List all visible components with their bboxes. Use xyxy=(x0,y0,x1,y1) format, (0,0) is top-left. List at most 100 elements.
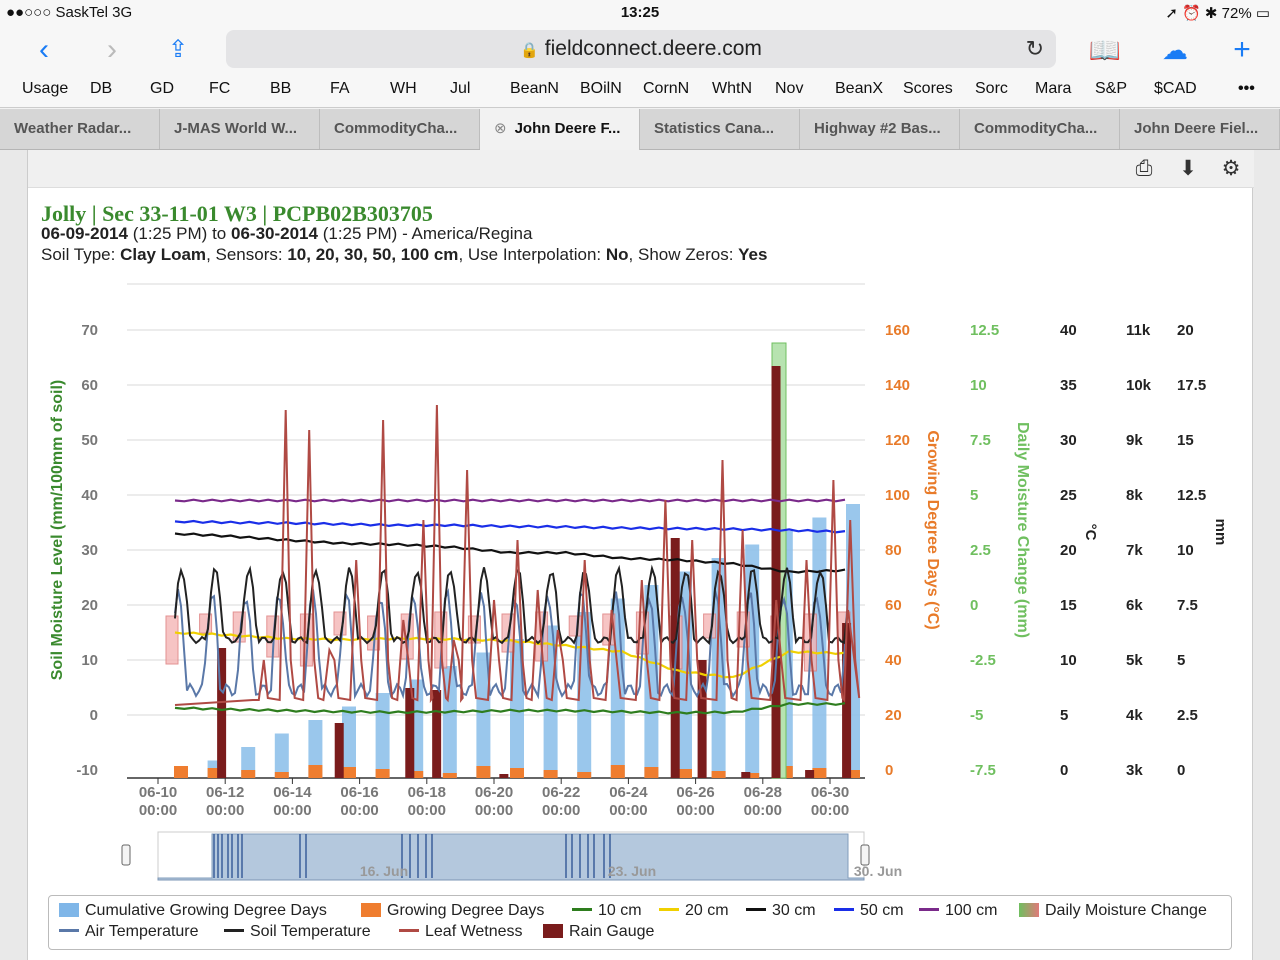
bookmarks-bar: Usage DB GD FC BB FA WH Jul BeanN BOilN CornN WhtN N… xyxy=(0,74,1280,108)
temp-axis-tick: 25 xyxy=(1060,487,1077,504)
change-axis-tick: 2.5 xyxy=(970,542,991,559)
legend-item[interactable]: Leaf Wetness xyxy=(399,923,523,941)
legend-item[interactable]: Cumulative Growing Degree Days xyxy=(59,902,327,920)
tab-item[interactable]: ⊗ John Deere F... xyxy=(480,109,640,150)
leaf-axis-tick: 8k xyxy=(1126,487,1143,504)
gear-icon[interactable]: ⚙ xyxy=(1221,157,1241,180)
rain-axis-tick: 7.5 xyxy=(1177,597,1198,614)
legend-item[interactable]: Air Temperature xyxy=(59,923,199,941)
leaf-axis-tick: 6k xyxy=(1126,597,1143,614)
rain-axis-tick: 20 xyxy=(1177,322,1194,339)
moisture-change-box xyxy=(568,615,582,637)
close-tab-icon[interactable]: ⊗ xyxy=(494,120,507,137)
legend-swatch xyxy=(834,908,854,911)
navigator-label: 16. Jun xyxy=(360,863,408,879)
rain-gauge-bar xyxy=(499,774,509,778)
more-bookmarks-icon[interactable]: ••• xyxy=(1238,80,1255,97)
print-icon[interactable]: ⎙ xyxy=(1135,157,1153,180)
gdd-bar xyxy=(241,770,256,778)
legend-swatch xyxy=(361,903,381,917)
navigator-handle[interactable] xyxy=(121,844,131,866)
forward-icon[interactable]: › xyxy=(107,33,117,66)
gdd-axis-tick: 20 xyxy=(885,707,902,724)
tab-item[interactable]: Highway #2 Bas... xyxy=(800,109,960,149)
tab-item[interactable]: Statistics Cana... xyxy=(640,109,800,149)
bookmark-item[interactable]: Sorc xyxy=(975,80,1008,97)
change-axis-tick: 0 xyxy=(970,597,978,614)
bookmark-item[interactable]: Nov xyxy=(775,80,804,97)
soil-temperature-line xyxy=(174,564,848,646)
legend-item[interactable]: Rain Gauge xyxy=(543,923,654,941)
tab-label: CommodityCha... xyxy=(974,120,1098,137)
back-icon[interactable]: ‹ xyxy=(39,33,49,66)
legend-item[interactable]: Daily Moisture Change xyxy=(1019,902,1207,920)
gdd-bar xyxy=(174,766,188,778)
legend-item[interactable]: 10 cm xyxy=(572,902,642,920)
change-axis-tick: -7.5 xyxy=(970,762,996,779)
leaf-axis-tick: 4k xyxy=(1126,707,1143,724)
tab-label: Highway #2 Bas... xyxy=(814,120,941,137)
browser-toolbar: ‹ › ⇪ 🔒 fieldconnect.deere.com ↻ 📖 ☁ + xyxy=(0,26,1280,74)
carrier-label: ●●○○○ SaskTel 3G xyxy=(6,4,133,21)
tab-item[interactable]: CommodityCha... xyxy=(320,109,480,149)
legend-item[interactable]: 50 cm xyxy=(834,902,904,920)
bookmarks-icon[interactable]: 📖 xyxy=(1088,35,1122,65)
bookmark-item[interactable]: S&P xyxy=(1095,80,1128,97)
bookmark-item[interactable]: FC xyxy=(209,80,231,97)
bookmark-item[interactable]: BOilN xyxy=(580,80,622,97)
legend-swatch xyxy=(399,929,419,932)
legend-item[interactable]: Soil Temperature xyxy=(224,923,371,941)
legend-item[interactable]: 20 cm xyxy=(659,902,729,920)
change-axis-tick: -2.5 xyxy=(970,652,996,669)
cloud-tabs-icon[interactable]: ☁ xyxy=(1162,35,1188,65)
bookmark-item[interactable]: BeanX xyxy=(835,80,884,97)
soil-axis-tick: 10 xyxy=(81,652,98,669)
bookmark-item[interactable]: Scores xyxy=(903,80,953,97)
bookmark-item[interactable]: BB xyxy=(270,80,292,97)
temp-axis-tick: 30 xyxy=(1060,432,1077,449)
temp-axis-tick: 0 xyxy=(1060,762,1068,779)
bookmark-item[interactable]: WhtN xyxy=(712,80,752,97)
legend-item[interactable]: 100 cm xyxy=(919,902,997,920)
legend-swatch xyxy=(543,924,563,938)
bookmark-item[interactable]: $CAD xyxy=(1154,80,1197,97)
bookmark-item[interactable]: FA xyxy=(330,80,350,97)
reload-icon[interactable]: ↻ xyxy=(1025,36,1044,61)
soil-axis-title: Soil Moisture Level (mm/100mm of soil) xyxy=(49,380,66,681)
tab-item[interactable]: Weather Radar... xyxy=(0,109,160,149)
address-bar[interactable]: 🔒 fieldconnect.deere.com ↻ xyxy=(226,30,1056,68)
legend-label: Air Temperature xyxy=(85,923,199,940)
tab-label: CommodityCha... xyxy=(334,120,458,137)
bookmark-item[interactable]: GD xyxy=(150,80,174,97)
legend-swatch xyxy=(919,908,939,911)
bookmark-item[interactable]: Mara xyxy=(1035,80,1072,97)
bookmark-item[interactable]: Jul xyxy=(450,80,471,97)
bookmark-item[interactable]: WH xyxy=(390,80,417,97)
gdd-bar xyxy=(409,771,424,778)
status-bar: ●●○○○ SaskTel 3G 13:25 ➚ ⏰ ✱ 72% ▭ xyxy=(0,0,1280,26)
bookmark-item[interactable]: DB xyxy=(90,80,113,97)
navigator-area xyxy=(157,833,865,881)
legend-item[interactable]: 30 cm xyxy=(746,902,816,920)
legend-label: 50 cm xyxy=(860,902,904,919)
soil-axis-tick: 0 xyxy=(90,707,98,724)
bookmark-item[interactable]: Usage xyxy=(22,80,69,97)
legend-item[interactable]: Growing Degree Days xyxy=(361,902,544,920)
bookmark-item[interactable]: BeanN xyxy=(510,80,559,97)
legend-label: Growing Degree Days xyxy=(387,902,545,919)
bookmark-item[interactable]: CornN xyxy=(643,80,690,97)
tab-item[interactable]: J-MAS World W... xyxy=(160,109,320,149)
leaf-axis-tick: 5k xyxy=(1126,652,1143,669)
temp-axis-tick: 5 xyxy=(1060,707,1068,724)
share-icon[interactable]: ⇪ xyxy=(167,36,189,63)
chart-legend: Cumulative Growing Degree Days Growing De… xyxy=(48,895,1232,950)
tab-label: Statistics Cana... xyxy=(654,120,775,137)
download-icon[interactable]: ⬇ xyxy=(1179,157,1197,180)
tab-item[interactable]: CommodityCha... xyxy=(960,109,1120,149)
new-tab-icon[interactable]: + xyxy=(1233,33,1251,66)
navigator-handle[interactable] xyxy=(860,844,870,866)
temp-axis-tick: 35 xyxy=(1060,377,1077,394)
rain-gauge-bar xyxy=(771,366,781,778)
gdd-bar xyxy=(274,772,289,778)
